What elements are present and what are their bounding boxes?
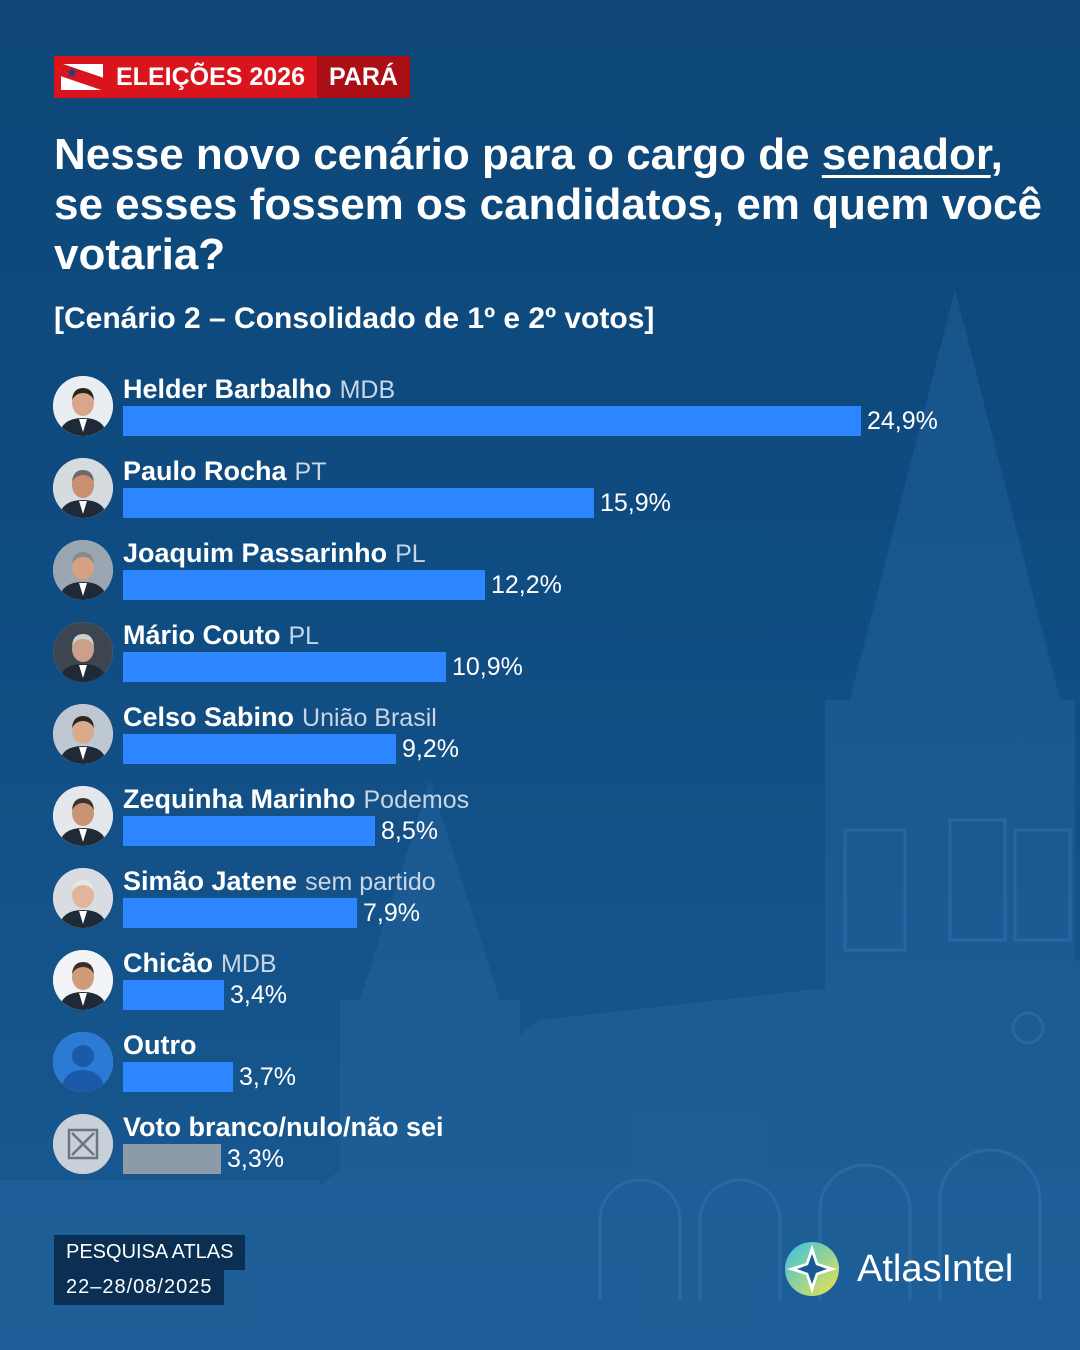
chart-row: Celso Sabino União Brasil 9,2%: [0, 702, 1080, 784]
candidate-name: Mário Couto: [123, 620, 281, 650]
party-label: PL: [288, 622, 320, 650]
bar: [123, 570, 485, 600]
candidate-name: Helder Barbalho: [123, 374, 332, 404]
crossed-box-icon: [53, 1114, 113, 1174]
bar: [123, 1062, 233, 1092]
chart-row: Voto branco/nulo/não sei 3,3%: [0, 1112, 1080, 1194]
party-label: sem partido: [305, 868, 436, 896]
candidate-name: Paulo Rocha: [123, 456, 287, 486]
atlasintel-compass-icon: [785, 1242, 839, 1296]
candidate-name: Celso Sabino: [123, 702, 295, 732]
bar: [123, 898, 357, 928]
source-line-2: 22–28/08/2025: [54, 1270, 225, 1305]
category-label: Joaquim Passarinho PL: [123, 538, 426, 569]
generic-person-icon: [53, 1032, 113, 1092]
category-label: Outro: [123, 1030, 197, 1061]
data-label: 24,9%: [867, 407, 938, 435]
data-label: 15,9%: [600, 489, 671, 517]
data-label: 12,2%: [491, 571, 562, 599]
chart-row: Chicão MDB 3,4%: [0, 948, 1080, 1030]
bar: [123, 734, 396, 764]
source-line-1: PESQUISA ATLAS: [54, 1235, 246, 1270]
data-label: 3,7%: [239, 1063, 296, 1091]
chart-subtitle: [Cenário 2 – Consolidado de 1º e 2º voto…: [54, 302, 655, 335]
category-label: Celso Sabino União Brasil: [123, 702, 437, 733]
category-label: Simão Jatene sem partido: [123, 866, 436, 897]
candidate-photo: [53, 704, 113, 764]
question-underlined-word: senador: [821, 130, 991, 179]
data-label: 3,4%: [230, 981, 287, 1009]
chart-row: Paulo Rocha PT 15,9%: [0, 456, 1080, 538]
candidate-photo: [53, 540, 113, 600]
question-title: Nesse novo cenário para o cargo de senad…: [54, 130, 1044, 280]
chart-row: Mário Couto PL 10,9%: [0, 620, 1080, 702]
badge-right: PARÁ: [316, 56, 410, 98]
para-flag-icon: [60, 63, 104, 91]
question-text-before: Nesse novo cenário para o cargo de: [54, 130, 822, 179]
chart-row: Outro 3,7%: [0, 1030, 1080, 1112]
candidate-photo: [53, 458, 113, 518]
candidate-name: Joaquim Passarinho: [123, 538, 388, 568]
bar: [123, 406, 861, 436]
bar: [123, 652, 446, 682]
candidate-photo: [53, 786, 113, 846]
candidate-photo: [53, 376, 113, 436]
category-label: Helder Barbalho MDB: [123, 374, 395, 405]
bar: [123, 1144, 221, 1174]
candidate-photo: [53, 950, 113, 1010]
badge-state-label: PARÁ: [328, 62, 398, 91]
badge-left: ELEIÇÕES 2026: [54, 56, 317, 98]
data-label: 9,2%: [402, 735, 459, 763]
bar: [123, 816, 375, 846]
election-badge: ELEIÇÕES 2026 PARÁ: [54, 56, 410, 98]
candidate-name: Zequinha Marinho: [123, 784, 356, 814]
party-label: PT: [294, 458, 327, 486]
candidate-name: Outro: [123, 1030, 197, 1060]
party-label: União Brasil: [302, 704, 437, 732]
candidate-name: Chicão: [123, 948, 214, 978]
category-label: Paulo Rocha PT: [123, 456, 326, 487]
badge-election-label: ELEIÇÕES 2026: [116, 62, 305, 91]
atlasintel-logo: AtlasIntel: [783, 1240, 1013, 1298]
category-label: Zequinha Marinho Podemos: [123, 784, 469, 815]
category-label: Mário Couto PL: [123, 620, 319, 651]
data-label: 7,9%: [363, 899, 420, 927]
party-label: PL: [395, 540, 426, 568]
data-label: 10,9%: [452, 653, 523, 681]
chart-row: Simão Jatene sem partido 7,9%: [0, 866, 1080, 948]
source-box: PESQUISA ATLAS 22–28/08/2025: [54, 1235, 246, 1305]
chart-row: Joaquim Passarinho PL 12,2%: [0, 538, 1080, 620]
data-label: 8,5%: [381, 817, 438, 845]
candidate-photo: [53, 622, 113, 682]
party-label: MDB: [339, 376, 396, 404]
candidate-photo: [53, 868, 113, 928]
question-text-after: , se esses fossem os candidatos, em quem…: [54, 130, 1043, 279]
brand-name: AtlasIntel: [857, 1247, 1014, 1290]
party-label: MDB: [221, 950, 277, 978]
candidate-name: Voto branco/nulo/não sei: [123, 1112, 444, 1142]
bar: [123, 980, 224, 1010]
data-label: 3,3%: [227, 1145, 284, 1173]
chart-row: Zequinha Marinho Podemos 8,5%: [0, 784, 1080, 866]
category-label: Voto branco/nulo/não sei: [123, 1112, 444, 1143]
category-label: Chicão MDB: [123, 948, 277, 979]
bar: [123, 488, 594, 518]
candidate-name: Simão Jatene: [123, 866, 298, 896]
chart-row: Helder Barbalho MDB 24,9%: [0, 374, 1080, 456]
party-label: Podemos: [363, 786, 470, 814]
